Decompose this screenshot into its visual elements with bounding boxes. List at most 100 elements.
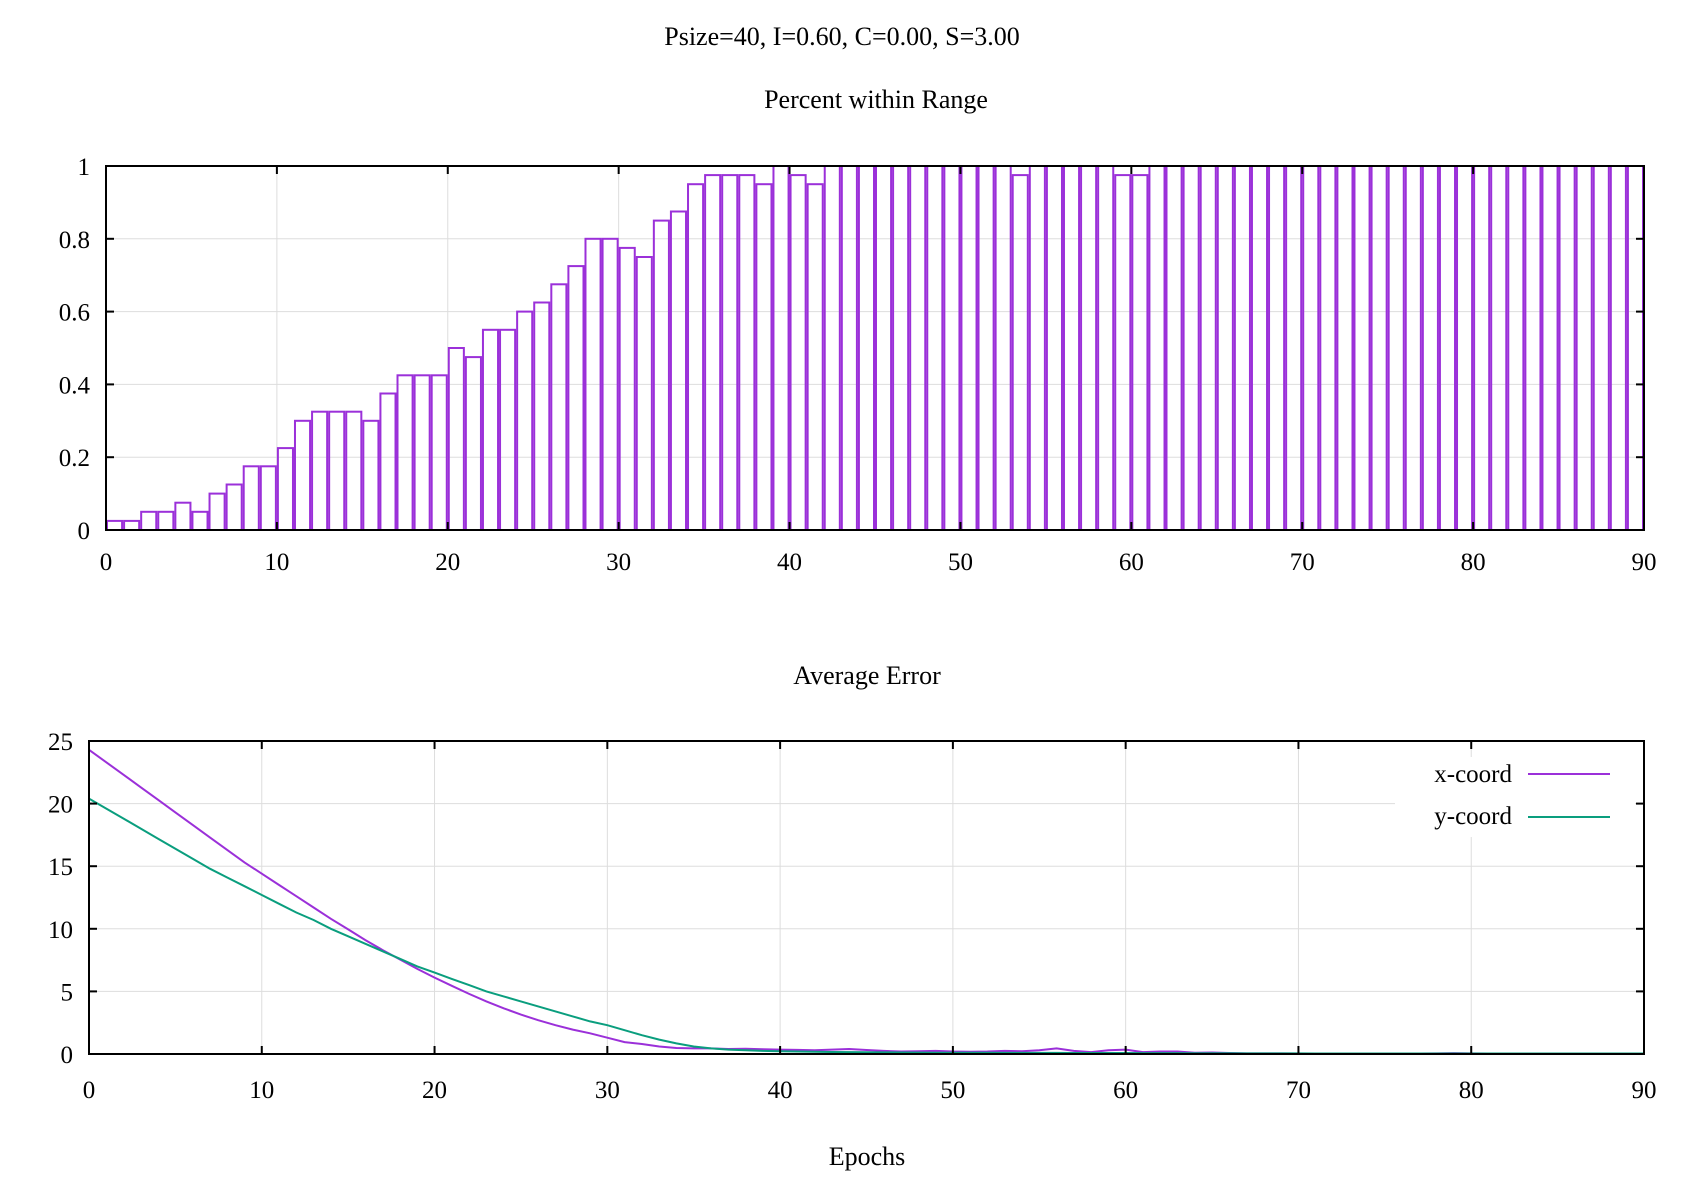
- bar: [618, 246, 636, 531]
- y-tick-label: 20: [48, 792, 73, 819]
- percent-within-range-chart: Percent within Range 0 10 20 30 40 50 60 70 80 90…: [59, 85, 1657, 576]
- bar: [157, 510, 175, 531]
- bar: [926, 165, 944, 531]
- bar: [293, 419, 312, 531]
- x-tick-label: 40: [768, 1077, 793, 1104]
- bar: [379, 392, 397, 531]
- x-tick-label: 90: [1632, 1077, 1657, 1104]
- x-tick-label: 0: [83, 1077, 96, 1104]
- bar: [1438, 165, 1457, 531]
- bar: [413, 374, 431, 531]
- plot-frame: [88, 740, 1645, 1055]
- bar: [1456, 165, 1474, 531]
- bar: [994, 165, 1012, 531]
- legend-label-x-coord: x-coord: [1434, 761, 1512, 788]
- bar: [1541, 165, 1559, 531]
- bar: [1148, 165, 1166, 531]
- x-tick-label: 10: [264, 549, 289, 576]
- bar: [396, 374, 414, 531]
- ticks: 0 10 20 30 40 50 60 70 80 90 0 0.2 0.4 0.6 0.8 1: [59, 154, 1657, 576]
- chart-title: Average Error: [793, 661, 941, 690]
- figure-title: Psize=40, I=0.60, C=0.00, S=3.00: [664, 22, 1020, 51]
- bar: [328, 410, 346, 532]
- bar: [1626, 165, 1645, 531]
- gridlines: [89, 741, 1644, 1054]
- x-tick-label: 30: [606, 549, 631, 576]
- bar: [1507, 165, 1525, 531]
- x-tick-label: 70: [1286, 1077, 1311, 1104]
- ticks: 0 10 20 30 40 50 60 70 80 90 0 5 10 15 20 25: [48, 729, 1657, 1104]
- x-tick-label: 20: [435, 549, 460, 576]
- bar: [311, 410, 329, 532]
- bar: [225, 483, 243, 531]
- bar: [191, 510, 209, 531]
- bar: [909, 165, 927, 531]
- bar: [1199, 165, 1217, 531]
- y-tick-label: 0: [78, 518, 91, 545]
- bar: [1473, 165, 1491, 531]
- bar: [892, 165, 910, 531]
- bar: [977, 165, 995, 531]
- bar: [430, 374, 448, 531]
- legend-background: [1395, 757, 1635, 837]
- x-tick-label: 90: [1632, 549, 1657, 576]
- x-tick-label: 80: [1461, 549, 1486, 576]
- bar: [1575, 165, 1593, 531]
- x-tick-label: 60: [1119, 549, 1144, 576]
- bar: [1524, 165, 1542, 531]
- bar: [960, 165, 978, 531]
- bar: [857, 165, 876, 531]
- legend: x-coord y-coord: [1395, 757, 1635, 837]
- bar: [1062, 165, 1081, 531]
- bar: [704, 174, 722, 531]
- bar: [499, 328, 517, 531]
- bar: [533, 301, 551, 531]
- bar: [1233, 165, 1251, 531]
- bar: [1421, 165, 1439, 531]
- bar: [635, 256, 653, 531]
- bar: [1097, 165, 1115, 531]
- bar: [1558, 165, 1576, 531]
- bar: [1370, 165, 1388, 531]
- bar: [1114, 174, 1132, 531]
- bar: [276, 447, 294, 532]
- bar: [447, 347, 465, 531]
- bar: [1080, 165, 1098, 531]
- bar: [567, 265, 585, 531]
- x-axis-label: Epochs: [829, 1142, 906, 1171]
- bar: [687, 183, 705, 531]
- bar: [789, 174, 807, 531]
- bar: [1045, 165, 1063, 531]
- bar: [721, 174, 739, 531]
- bar: [1404, 165, 1422, 531]
- bar: [106, 519, 124, 532]
- bar: [1131, 174, 1149, 531]
- y-tick-label: 25: [48, 729, 73, 756]
- x-tick-label: 0: [100, 549, 113, 576]
- bar: [1336, 165, 1354, 531]
- bar: [174, 501, 192, 532]
- bar: [1165, 165, 1183, 531]
- x-tick-label: 20: [422, 1077, 447, 1104]
- bar: [1285, 165, 1303, 531]
- legend-label-y-coord: y-coord: [1434, 803, 1512, 830]
- bar: [516, 310, 534, 531]
- y-tick-label: 0.6: [59, 300, 90, 327]
- bar: [1268, 165, 1286, 531]
- bar: [1216, 165, 1234, 531]
- y-tick-label: 15: [48, 854, 73, 881]
- bar: [259, 465, 277, 531]
- y-tick-label: 5: [61, 979, 74, 1006]
- bar: [123, 519, 141, 532]
- plot-frame: [105, 165, 1645, 531]
- chart-title: Percent within Range: [764, 85, 988, 114]
- y-tick-label: 10: [48, 917, 73, 944]
- bar: [208, 492, 226, 532]
- bars: [106, 165, 1645, 532]
- bar: [875, 165, 893, 531]
- bar: [140, 510, 158, 531]
- bar: [1387, 165, 1405, 531]
- bar: [345, 410, 363, 532]
- x-tick-label: 40: [777, 549, 802, 576]
